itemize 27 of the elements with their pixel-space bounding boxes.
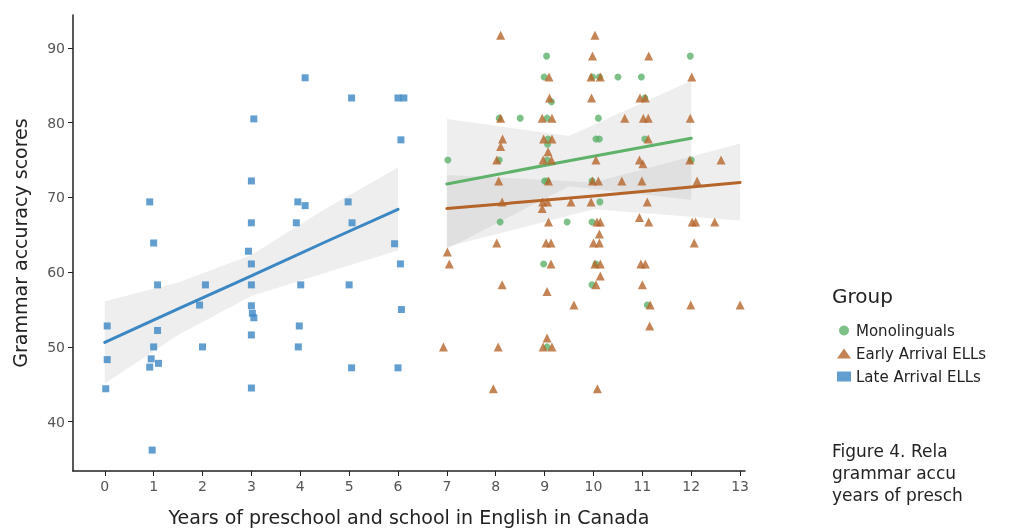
legend-label: Late Arrival ELLs xyxy=(856,367,982,386)
x-tick-label: 11 xyxy=(633,478,652,494)
y-tick-label: 50 xyxy=(47,338,65,355)
legend-label: Monolinguals xyxy=(856,321,956,340)
x-tick-label: 4 xyxy=(295,478,305,494)
x-tick-label: 8 xyxy=(491,478,501,494)
x-tick-label: 7 xyxy=(442,478,452,494)
x-tick-label: 1 xyxy=(149,478,159,494)
x-tick-label: 13 xyxy=(731,478,750,494)
legend-label: Early Arrival ELLs xyxy=(856,344,987,363)
y-tick-label: 80 xyxy=(47,114,65,131)
y-tick-label: 60 xyxy=(47,264,65,281)
y-tick-label: 40 xyxy=(47,413,65,430)
y-tick-label: 70 xyxy=(47,189,65,206)
x-tick-label: 2 xyxy=(198,478,207,494)
x-tick-label: 10 xyxy=(584,478,603,494)
legend-title: Group xyxy=(832,284,893,308)
x-tick-label: 6 xyxy=(393,478,403,494)
x-tick-label: 0 xyxy=(100,478,110,494)
x-tick-label: 3 xyxy=(246,478,256,494)
x-axis-title: Years of preschool and school in English in Canada xyxy=(167,505,650,528)
y-axis-title: Grammar accuracy scores xyxy=(8,118,31,368)
y-tick-label: 90 xyxy=(47,39,65,56)
x-tick-label: 12 xyxy=(682,478,701,494)
x-tick-label: 9 xyxy=(540,478,550,494)
x-tick-label: 5 xyxy=(344,478,354,494)
caption: Figure 4. Rela grammar accu years of presch xyxy=(832,441,963,505)
